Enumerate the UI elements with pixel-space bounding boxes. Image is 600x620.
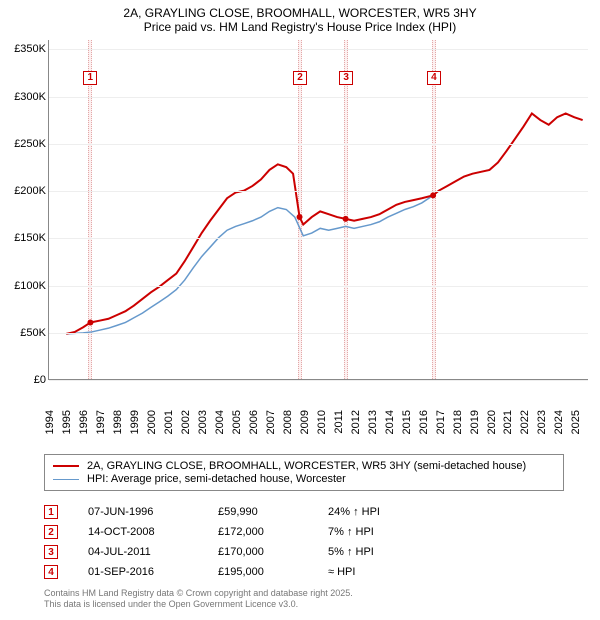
y-axis-label: £150K	[14, 232, 46, 244]
sale-hpi: 24% ↑ HPI	[328, 506, 448, 518]
chart-marker-2: 2	[293, 71, 307, 85]
x-axis-label: 2000	[146, 410, 158, 434]
x-axis-label: 2021	[502, 410, 514, 434]
x-axis-label: 2023	[536, 410, 548, 434]
sale-price: £170,000	[218, 546, 328, 558]
gridline	[49, 191, 588, 192]
x-axis-label: 1994	[44, 410, 56, 434]
x-axis-label: 2022	[519, 410, 531, 434]
x-axis-label: 2015	[401, 410, 413, 434]
gridline	[49, 286, 588, 287]
sale-row: 4 01-SEP-2016£195,000≈ HPI	[44, 562, 564, 582]
sale-dot	[343, 216, 349, 222]
legend-swatch-hpi	[53, 479, 79, 480]
legend-item-property: 2A, GRAYLING CLOSE, BROOMHALL, WORCESTER…	[53, 460, 555, 472]
x-axis-label: 2019	[469, 410, 481, 434]
x-axis-label: 2002	[180, 410, 192, 434]
series-hpi	[66, 113, 582, 333]
legend-item-hpi: HPI: Average price, semi-detached house,…	[53, 473, 555, 485]
title-line-1: 2A, GRAYLING CLOSE, BROOMHALL, WORCESTER…	[10, 6, 590, 20]
x-axis-label: 2008	[282, 410, 294, 434]
title-line-2: Price paid vs. HM Land Registry's House …	[10, 20, 590, 34]
x-axis-label: 2025	[570, 410, 582, 434]
x-axis-label: 2007	[265, 410, 277, 434]
gridline	[49, 333, 588, 334]
legend-label-hpi: HPI: Average price, semi-detached house,…	[87, 473, 346, 485]
sale-hpi: 7% ↑ HPI	[328, 526, 448, 538]
gridline	[49, 238, 588, 239]
sale-hpi: ≈ HPI	[328, 566, 448, 578]
chart-marker-4: 4	[427, 71, 441, 85]
sale-date: 14-OCT-2008	[88, 526, 218, 538]
sale-marker-1: 1	[44, 505, 58, 519]
x-axis-label: 2005	[231, 410, 243, 434]
chart-container: 2A, GRAYLING CLOSE, BROOMHALL, WORCESTER…	[0, 0, 600, 620]
sale-marker-3: 3	[44, 545, 58, 559]
chart-area: 1 2 3 4 £0 £50K £100K £150K £200K £250K £300K £350…	[6, 40, 594, 410]
x-axis-label: 2020	[486, 410, 498, 434]
x-axis-label: 2011	[333, 410, 345, 434]
chart-marker-1: 1	[83, 71, 97, 85]
sale-marker-2: 2	[44, 525, 58, 539]
x-axis-label: 1996	[78, 410, 90, 434]
x-axis-label: 2012	[350, 410, 362, 434]
sale-row: 3 04-JUL-2011£170,0005% ↑ HPI	[44, 542, 564, 562]
sale-price: £59,990	[218, 506, 328, 518]
x-axis-label: 2024	[553, 410, 565, 434]
sale-date: 07-JUN-1996	[88, 506, 218, 518]
legend: 2A, GRAYLING CLOSE, BROOMHALL, WORCESTER…	[44, 454, 564, 491]
gridline	[49, 380, 588, 381]
sale-row: 2 14-OCT-2008£172,0007% ↑ HPI	[44, 522, 564, 542]
y-axis-label: £250K	[14, 138, 46, 150]
y-axis-label: £350K	[14, 43, 46, 55]
x-axis-label: 2004	[214, 410, 226, 434]
sale-date: 01-SEP-2016	[88, 566, 218, 578]
x-axis-label: 2006	[248, 410, 260, 434]
sale-date: 04-JUL-2011	[88, 546, 218, 558]
footer-line-2: This data is licensed under the Open Gov…	[44, 599, 564, 610]
gridline	[49, 97, 588, 98]
y-axis-label: £50K	[20, 327, 46, 339]
series-property	[66, 113, 582, 333]
legend-swatch-property	[53, 465, 79, 467]
gridline	[49, 49, 588, 50]
sale-dot	[297, 214, 303, 220]
x-axis-label: 2009	[299, 410, 311, 434]
sale-price: £195,000	[218, 566, 328, 578]
x-axis-label: 1998	[112, 410, 124, 434]
x-axis-label: 2018	[452, 410, 464, 434]
legend-label-property: 2A, GRAYLING CLOSE, BROOMHALL, WORCESTER…	[87, 460, 526, 472]
plot-area: 1 2 3 4	[48, 40, 588, 380]
sale-price: £172,000	[218, 526, 328, 538]
x-axis-label: 2013	[367, 410, 379, 434]
x-axis-label: 2017	[435, 410, 447, 434]
y-axis-label: £300K	[14, 91, 46, 103]
y-axis-label: £0	[34, 374, 46, 386]
sale-row: 1 07-JUN-1996£59,99024% ↑ HPI	[44, 502, 564, 522]
sales-table: 1 07-JUN-1996£59,99024% ↑ HPI 2 14-OCT-2008…	[44, 502, 564, 582]
x-axis-label: 2016	[418, 410, 430, 434]
x-axis-label: 1995	[61, 410, 73, 434]
sale-hpi: 5% ↑ HPI	[328, 546, 448, 558]
sale-dot	[430, 192, 436, 198]
x-axis-label: 1997	[95, 410, 107, 434]
sale-marker-4: 4	[44, 565, 58, 579]
x-axis-label: 2014	[384, 410, 396, 434]
footer: Contains HM Land Registry data © Crown c…	[44, 588, 564, 611]
x-axis-label: 2010	[316, 410, 328, 434]
gridline	[49, 144, 588, 145]
title-block: 2A, GRAYLING CLOSE, BROOMHALL, WORCESTER…	[0, 0, 600, 36]
x-axis-label: 2001	[163, 410, 175, 434]
footer-line-1: Contains HM Land Registry data © Crown c…	[44, 588, 564, 599]
y-axis-label: £200K	[14, 185, 46, 197]
chart-svg	[49, 40, 588, 379]
x-axis-label: 2003	[197, 410, 209, 434]
y-axis-label: £100K	[14, 280, 46, 292]
chart-marker-3: 3	[339, 71, 353, 85]
sale-dot	[87, 320, 93, 326]
x-axis-label: 1999	[129, 410, 141, 434]
